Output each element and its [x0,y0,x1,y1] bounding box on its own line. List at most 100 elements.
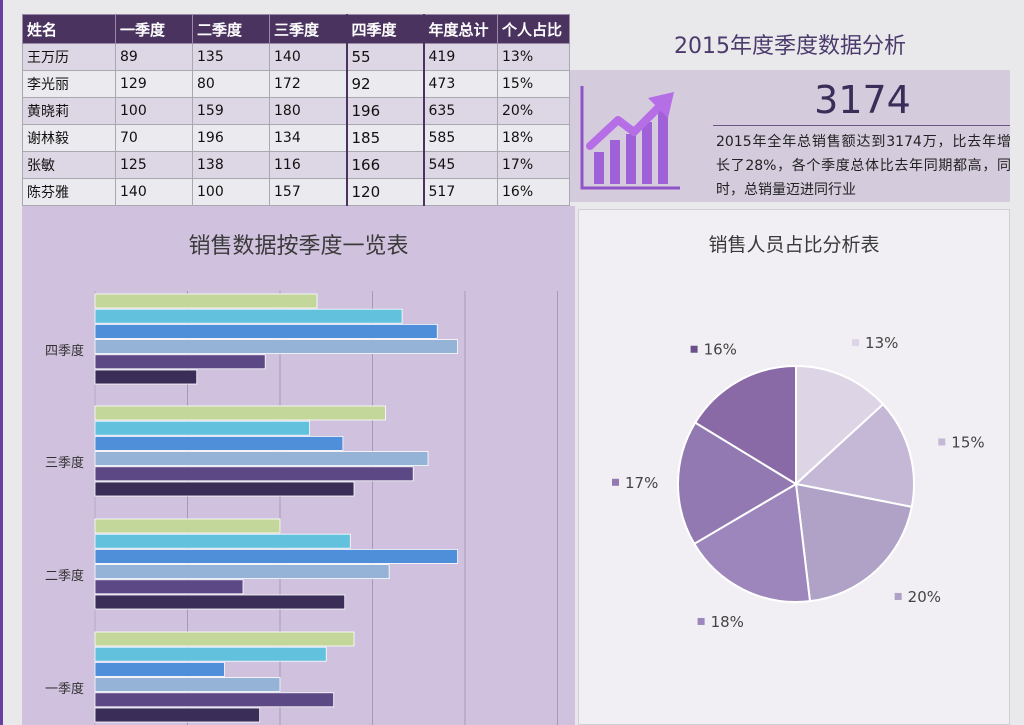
bar-mark[interactable] [94,579,244,595]
cell-total[interactable]: 517 [423,178,498,206]
cell-total[interactable]: 585 [423,124,498,152]
pie-label-marker [690,345,698,353]
page-title: 2015年度季度数据分析 [674,34,906,59]
cell-share[interactable]: 20% [497,97,570,125]
cell-name[interactable]: 黄晓莉 [22,97,116,125]
pie-chart-title: 销售人员占比分析表 [708,234,880,256]
cell-q3[interactable]: 180 [269,97,347,125]
pie-slice[interactable] [795,364,885,487]
pie-label-marker [697,617,705,625]
cell-total[interactable]: 635 [423,97,498,125]
cell-share[interactable]: 18% [497,124,570,152]
header-q1[interactable]: 一季度 [115,14,193,44]
bar-mark[interactable] [94,324,438,339]
table-row: 王万历 89 135 140 55 419 13% [22,43,570,71]
cell-q3[interactable]: 172 [269,70,347,98]
pie-chart[interactable]: 13% 15% 20% 18% 17% 16% [578,209,1010,725]
bar-mark[interactable] [94,661,225,677]
bar-mark[interactable] [94,420,311,436]
cell-share[interactable]: 16% [497,178,570,206]
bar-mark[interactable] [94,308,403,324]
bar-mark[interactable] [94,707,261,723]
cell-total[interactable]: 473 [423,70,498,98]
bar-category-label: 三季度 [45,455,84,471]
header-q4[interactable]: 四季度 [345,14,425,44]
header-annual-total[interactable]: 年度总计 [423,14,498,44]
cell-q1[interactable]: 100 [115,97,193,125]
cell-name[interactable]: 张敏 [22,151,116,179]
pie-slice[interactable] [693,364,797,486]
pie-label-text: 18% [711,613,744,631]
cell-q2[interactable]: 135 [192,43,270,71]
pie-data-label: 17% [612,474,658,492]
pie-label-text: 17% [625,474,658,492]
pie-slice[interactable] [677,421,798,546]
pie-slice[interactable] [794,482,913,603]
cell-total[interactable]: 545 [423,151,498,179]
cell-q3[interactable]: 116 [269,151,347,179]
cell-q1[interactable]: 125 [115,151,193,179]
cell-share[interactable]: 13% [497,43,570,71]
bar-mark[interactable] [94,631,355,647]
table-row: 张敏 125 138 116 166 545 17% [22,151,570,179]
bar-chart[interactable]: 一季度 二季度 三季度 四季度 [22,206,575,725]
bar-mark[interactable] [94,564,390,580]
cell-q2[interactable]: 138 [192,151,270,179]
trend-chart-icon [580,86,680,190]
left-accent-bar [0,0,3,725]
pie-label-text: 15% [951,433,984,451]
cell-q4[interactable]: 55 [345,43,425,71]
cell-q2[interactable]: 100 [192,178,270,206]
cell-name[interactable]: 谢林毅 [22,124,116,152]
cell-q1[interactable]: 89 [115,43,193,71]
bar-mark[interactable] [94,354,266,370]
bar-mark[interactable] [94,293,318,309]
cell-q4[interactable]: 196 [345,97,425,125]
header-name[interactable]: 姓名 [22,14,116,44]
pie-label-text: 13% [865,334,898,352]
bar-mark[interactable] [94,518,281,534]
cell-q3[interactable]: 157 [269,178,347,206]
cell-q4[interactable]: 92 [345,70,425,98]
bar-mark[interactable] [94,435,344,451]
bar-mark[interactable] [94,533,351,549]
bar-mark[interactable] [94,481,355,497]
cell-q1[interactable]: 70 [115,124,193,152]
cell-q4[interactable]: 166 [345,151,425,179]
cell-q2[interactable]: 80 [192,70,270,98]
cell-q1[interactable]: 129 [115,70,193,98]
cell-name[interactable]: 李光丽 [22,70,116,98]
table-row: 黄晓莉 100 159 180 196 635 20% [22,97,570,125]
header-personal-share[interactable]: 个人占比 [497,14,570,44]
cell-share[interactable]: 17% [497,151,570,179]
summary-divider [713,125,1010,126]
bar-mark[interactable] [94,677,281,693]
bar-mark[interactable] [94,594,346,610]
cell-name[interactable]: 王万历 [22,43,116,71]
bar-mark[interactable] [94,339,459,355]
bar-mark[interactable] [94,451,429,467]
pie-label-text: 20% [908,588,941,606]
header-q3[interactable]: 三季度 [269,14,347,44]
bar-mark[interactable] [94,466,414,482]
cell-q2[interactable]: 159 [192,97,270,125]
cell-name[interactable]: 陈芬雅 [22,178,116,206]
header-q2[interactable]: 二季度 [192,14,270,44]
cell-q3[interactable]: 140 [269,43,347,71]
cell-total[interactable]: 419 [423,43,498,71]
bar-mark[interactable] [94,548,459,564]
bar-mark[interactable] [94,646,327,662]
pie-data-label: 15% [938,433,985,451]
cell-q2[interactable]: 196 [192,124,270,152]
table-row: 李光丽 129 80 172 92 473 15% [22,70,570,98]
cell-q3[interactable]: 134 [269,124,347,152]
bar-mark[interactable] [94,405,386,421]
pie-slice[interactable] [793,402,915,509]
cell-q1[interactable]: 140 [115,178,193,206]
bar-mark[interactable] [94,369,198,385]
cell-share[interactable]: 15% [497,70,570,98]
pie-slice[interactable] [692,482,812,603]
cell-q4[interactable]: 185 [345,124,425,152]
cell-q4[interactable]: 120 [345,178,425,206]
bar-mark[interactable] [94,692,335,708]
